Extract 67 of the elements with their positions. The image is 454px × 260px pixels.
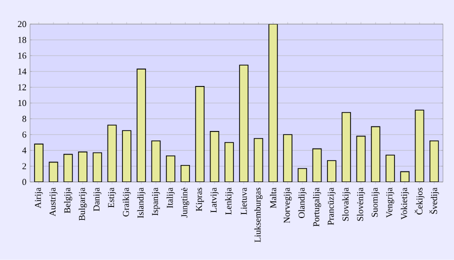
bar: [210, 131, 220, 182]
bar: [224, 142, 234, 182]
bar: [195, 86, 205, 182]
bar: [370, 126, 380, 182]
x-tick-label: Prancūzija: [328, 188, 336, 226]
bar: [312, 148, 322, 182]
bar: [254, 138, 264, 182]
x-tick-label: Čekijos: [414, 188, 424, 215]
y-tick-label: 0: [22, 178, 26, 186]
x-tick-label: Kipras: [196, 188, 204, 212]
x-tick-label: Slovėnija: [356, 188, 366, 221]
bar: [180, 165, 190, 182]
y-tick-label: 20: [18, 21, 26, 28]
x-tick-label: Vokietija: [400, 188, 409, 220]
x-tick-label: Islandija: [137, 188, 146, 218]
x-tick-label: Malta: [270, 188, 276, 208]
bar: [166, 156, 176, 182]
y-tick-label: 12: [18, 84, 26, 90]
x-tick-label: Airija: [34, 188, 43, 208]
bar: [327, 160, 336, 182]
bar: [283, 134, 292, 182]
x-tick-label: Slovakija: [342, 188, 350, 221]
bar: [78, 152, 88, 182]
bar: [48, 162, 58, 182]
y-tick-label: 6: [22, 132, 26, 138]
x-tick-label: Norvegija: [284, 188, 292, 224]
y-tick-label: 2: [22, 163, 26, 170]
bar: [136, 68, 146, 182]
bar: [34, 144, 44, 182]
y-tick-label: 4: [22, 147, 26, 154]
x-tick-label: Olandija: [298, 188, 306, 218]
bar: [239, 64, 248, 182]
bar: [92, 152, 102, 182]
bar: [342, 112, 351, 182]
x-tick-label: Estija: [108, 188, 116, 208]
bar: [414, 110, 424, 182]
y-tick-label: 16: [18, 52, 26, 59]
x-tick-label: Danija: [93, 188, 102, 212]
bar: [151, 140, 161, 182]
x-tick-label: Liuksemburgas: [254, 188, 263, 242]
x-tick-label: Suomija: [372, 188, 380, 217]
y-tick-label: 18: [18, 36, 26, 43]
x-tick-label: Jungtinė: [181, 188, 190, 218]
x-tick-label: Belgija: [64, 188, 72, 214]
x-tick-label: Italija: [166, 188, 175, 208]
x-tick-label: Graikija: [122, 188, 131, 217]
bar: [107, 124, 117, 182]
x-tick-label: Lenkija: [225, 188, 234, 215]
x-tick-label: Austrija: [50, 188, 58, 216]
bar: [386, 154, 395, 182]
x-tick-label: Švedija: [429, 188, 439, 214]
bar: [356, 136, 366, 182]
x-tick-label: Bulgarija: [78, 188, 87, 221]
x-tick-label: Ispanija: [152, 188, 160, 216]
bar: [268, 24, 278, 182]
x-tick-label: Lietuva: [240, 188, 247, 215]
x-tick-label: Vengrija: [386, 188, 394, 218]
x-tick-label: Latvija: [210, 188, 218, 213]
bar: [122, 130, 132, 182]
y-tick-label: 10: [18, 100, 26, 106]
bar: [298, 168, 308, 182]
bar: [400, 171, 410, 182]
x-tick-label: Portugalija: [312, 188, 322, 227]
bar: [430, 140, 439, 182]
y-tick-label: 14: [18, 68, 26, 74]
bar: [63, 154, 73, 182]
y-tick-label: 8: [22, 116, 26, 122]
